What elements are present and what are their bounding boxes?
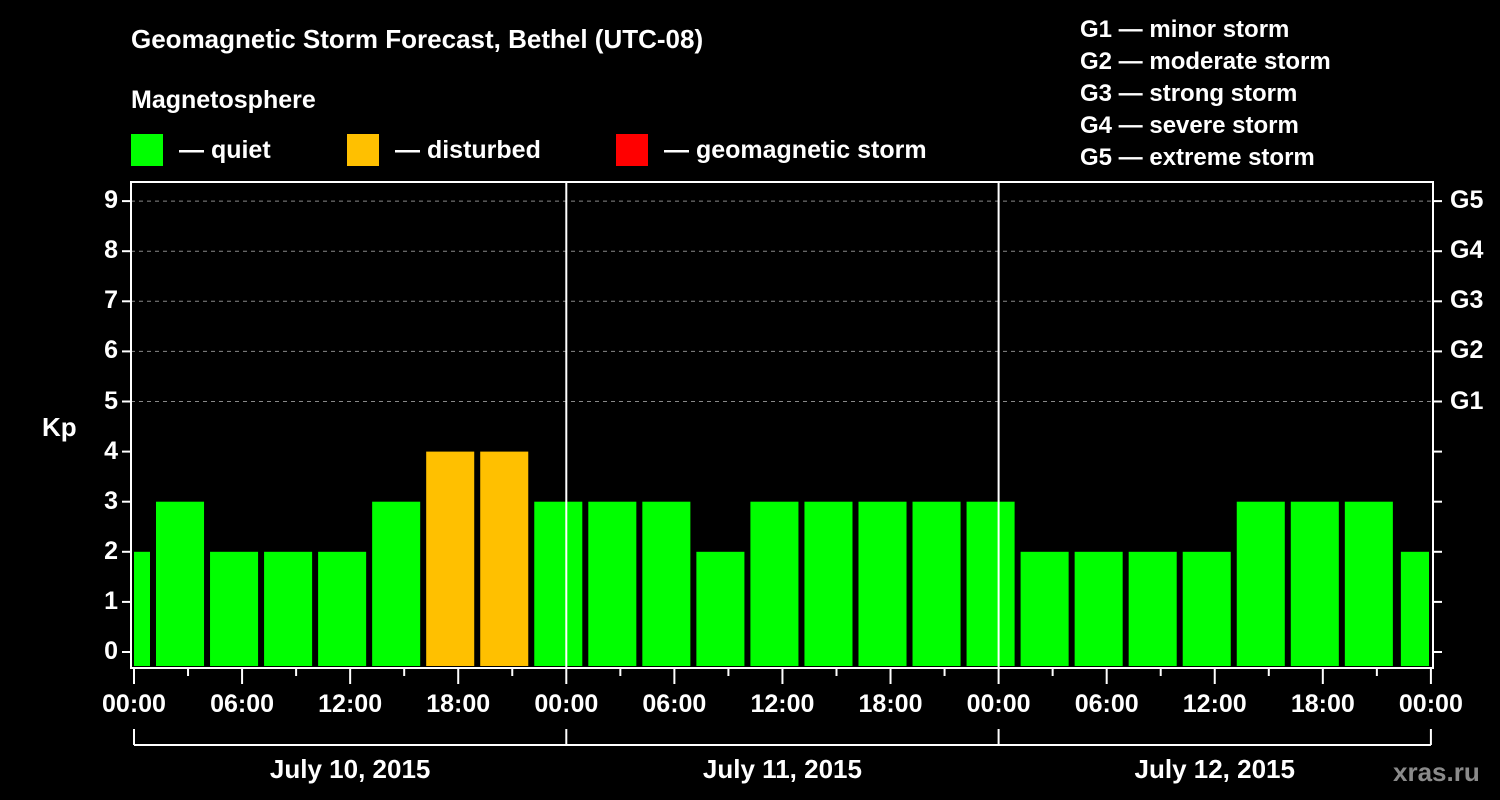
kp-bar	[642, 501, 691, 666]
x-tick-label: 00:00	[1398, 690, 1463, 718]
chart-title: Geomagnetic Storm Forecast, Bethel (UTC-…	[131, 24, 704, 54]
g-tick-label: G5	[1450, 186, 1484, 215]
x-tick-label: 00:00	[102, 690, 166, 718]
kp-bar	[804, 501, 853, 666]
kp-bar	[156, 501, 205, 666]
kp-bar	[1182, 551, 1231, 666]
legend-disturbed: — disturbed	[347, 134, 541, 166]
g5-description: G5 — extreme storm	[1080, 144, 1315, 171]
kp-bar	[210, 551, 259, 666]
x-tick-label: 06:00	[642, 690, 707, 718]
date-label: July 12, 2015	[1134, 754, 1295, 784]
legend-disturbed-label: — disturbed	[395, 135, 541, 164]
x-tick-label: 00:00	[534, 690, 599, 718]
g-tick-label: G4	[1450, 236, 1484, 265]
kp-bar	[318, 551, 367, 666]
kp-bar	[966, 501, 1015, 666]
x-tick-label: 00:00	[966, 690, 1031, 718]
legend-title: Magnetosphere	[131, 86, 316, 114]
g-tick-label: G2	[1450, 336, 1484, 365]
kp-bar	[1290, 501, 1339, 666]
g-tick-label: G1	[1450, 386, 1484, 415]
y-tick-label: 0	[104, 637, 118, 665]
date-label: July 10, 2015	[269, 754, 431, 784]
y-axis-label: Kp	[42, 412, 77, 442]
y-tick-label: 3	[104, 486, 118, 515]
x-tick-label: 18:00	[426, 690, 491, 718]
kp-bar	[858, 501, 907, 666]
y-tick-label: 8	[104, 236, 118, 265]
kp-bar	[1236, 501, 1285, 666]
kp-bar	[264, 551, 313, 666]
x-tick-label: 12:00	[318, 690, 383, 718]
date-label: July 11, 2015	[702, 754, 862, 784]
kp-bar	[912, 501, 961, 666]
kp-bar	[534, 501, 583, 666]
kp-bar	[696, 551, 745, 666]
disturbed-swatch	[347, 134, 379, 166]
kp-bar	[1400, 551, 1429, 666]
kp-bar	[134, 551, 150, 666]
g3-description: G3 — strong storm	[1080, 80, 1298, 107]
legend-quiet: — quiet	[131, 134, 271, 166]
kp-bar	[1128, 551, 1177, 666]
y-tick-label: 1	[104, 586, 118, 615]
x-tick-label: 06:00	[1074, 690, 1139, 718]
kp-bar	[480, 451, 529, 666]
kp-bar	[372, 501, 421, 666]
y-tick-label: 9	[104, 186, 118, 215]
g2-description: G2 — moderate storm	[1080, 48, 1331, 75]
quiet-swatch	[131, 134, 163, 166]
storm-scale-legend: G1 — minor storm G2 — moderate storm G3 …	[1080, 14, 1331, 174]
legend-quiet-label: — quiet	[179, 135, 271, 164]
storm-swatch	[616, 134, 648, 166]
legend-storm-label: — geomagnetic storm	[664, 135, 927, 164]
y-tick-label: 2	[104, 536, 118, 565]
g4-description: G4 — severe storm	[1080, 112, 1299, 139]
y-tick-label: 5	[104, 386, 118, 415]
watermark: xras.ru	[1393, 757, 1480, 787]
kp-bar	[1344, 501, 1393, 666]
x-tick-label: 12:00	[1182, 690, 1247, 718]
kp-bar	[1020, 551, 1069, 666]
x-tick-label: 06:00	[210, 690, 275, 718]
g-tick-label: G3	[1450, 286, 1484, 315]
kp-bar	[426, 451, 475, 666]
g1-description: G1 — minor storm	[1080, 16, 1290, 43]
x-tick-label: 18:00	[1290, 690, 1355, 718]
legend-storm: — geomagnetic storm	[616, 134, 927, 166]
y-tick-label: 7	[104, 286, 118, 315]
x-tick-label: 12:00	[750, 690, 815, 718]
y-tick-label: 6	[104, 336, 118, 365]
x-tick-label: 18:00	[858, 690, 923, 718]
y-tick-label: 4	[104, 436, 118, 465]
kp-bar	[750, 501, 799, 666]
kp-bar	[1074, 551, 1123, 666]
kp-bar	[588, 501, 637, 666]
